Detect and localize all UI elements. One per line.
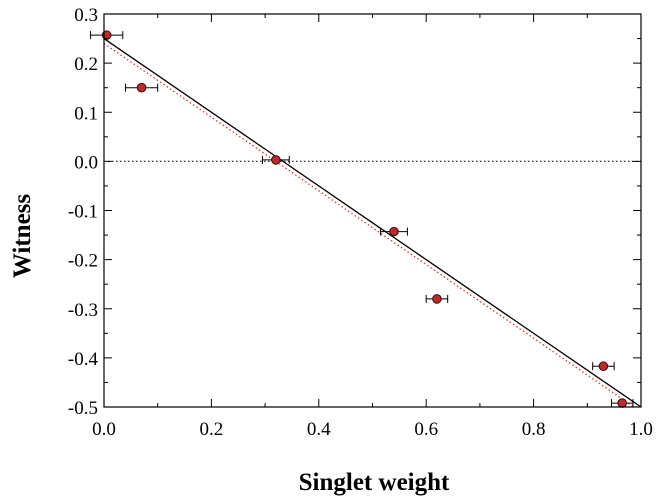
data-point-2 [124,82,159,93]
theory-line [104,42,635,407]
data-point-5 [425,294,449,304]
marker [598,361,609,372]
marker [389,226,399,237]
x-tick-label: 0.0 [92,419,116,440]
y-tick-label: 0.2 [74,54,98,75]
fit-line [104,38,641,407]
y-tick-label: 0.0 [74,152,98,173]
y-tick-label: 0.1 [74,103,98,124]
plot-layer [90,30,641,408]
x-tick-label: 1.0 [629,419,653,440]
y-tick-label: -0.2 [68,251,98,272]
x-tick-label: 0.6 [414,419,438,440]
y-tick-label: -0.3 [68,300,98,321]
marker [432,294,442,304]
plot-frame [103,13,642,408]
y-tick-label: -0.4 [68,349,99,370]
y-tick-label: -0.5 [68,398,98,419]
y-tick-label: 0.3 [74,5,98,26]
y-axis-title: Witness [9,194,36,279]
x-tick-label: 0.2 [200,419,224,440]
data-point-3 [261,155,290,165]
y-tick-label: -0.1 [68,202,98,223]
x-tick-label: 0.4 [307,419,331,440]
marker [271,155,281,165]
data-point-7 [610,398,634,408]
data-point-4 [380,226,408,237]
x-tick-label: 0.8 [522,419,546,440]
x-axis-title: Singlet weight [299,469,450,496]
data-point-6 [592,361,615,372]
marker [617,398,628,408]
plot-area [104,38,641,407]
axis-layer: 0.0 0.2 0.4 0.6 0.8 1.0 0.3 0.2 0.1 0.0 -0.1 -0.2 -0… [68,5,653,440]
marker [136,82,147,93]
